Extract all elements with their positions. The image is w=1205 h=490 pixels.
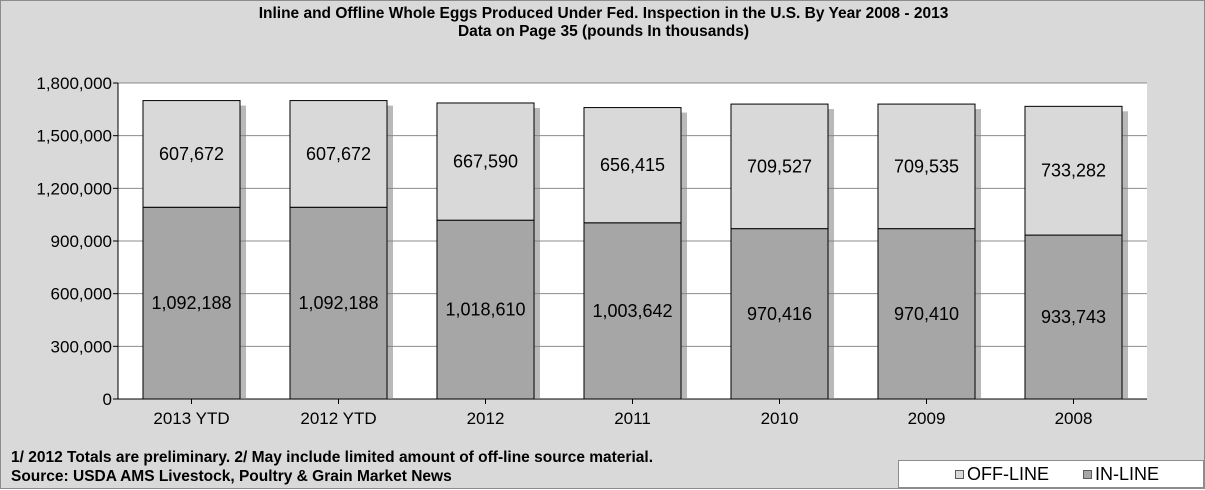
y-tick-label: 300,000 <box>51 337 112 356</box>
y-tick-label: 900,000 <box>51 232 112 251</box>
bar-off-line <box>1024 105 1123 236</box>
data-label-in-line: 1,018,610 <box>445 300 525 320</box>
data-label-off-line: 709,527 <box>747 156 812 176</box>
bar-in-line <box>730 228 829 400</box>
bar-off-line <box>289 100 388 208</box>
bar-in-line <box>1024 234 1123 400</box>
x-tick-label: 2009 <box>908 409 946 428</box>
legend-swatch-in-line <box>1083 469 1093 479</box>
y-tick-label: 1,500,000 <box>36 127 112 146</box>
bar-in-line <box>583 222 682 400</box>
legend-item-in-line: IN-LINE <box>1083 464 1159 485</box>
data-label-in-line: 1,092,188 <box>298 293 378 313</box>
data-label-in-line: 933,743 <box>1041 307 1106 327</box>
y-tick-label: 0 <box>103 390 112 409</box>
y-tick-label: 1,800,000 <box>36 74 112 93</box>
legend-swatch-off-line <box>955 469 964 479</box>
footnote-preliminary: 1/ 2012 Totals are preliminary. 2/ May i… <box>11 449 654 466</box>
data-label-off-line: 733,282 <box>1041 161 1106 181</box>
chart-legend: OFF-LINE IN-LINE <box>898 460 1204 488</box>
data-label-in-line: 970,416 <box>747 304 812 324</box>
data-label-off-line: 607,672 <box>306 144 371 164</box>
data-label-in-line: 1,092,188 <box>151 293 231 313</box>
y-tick-label: 1,200,000 <box>36 179 112 198</box>
bar-off-line <box>730 103 829 230</box>
data-label-off-line: 667,590 <box>453 152 518 172</box>
bar-in-line <box>877 228 976 400</box>
legend-label-off-line: OFF-LINE <box>967 463 1050 484</box>
data-label-off-line: 709,535 <box>894 156 959 176</box>
data-label-off-line: 656,415 <box>600 155 665 175</box>
bar-off-line <box>142 100 241 208</box>
bar-off-line <box>583 107 682 224</box>
footnote-source: Source: USDA AMS Livestock, Poultry & Gr… <box>11 468 452 485</box>
bar-in-line <box>436 219 535 400</box>
data-label-in-line: 970,410 <box>894 304 959 324</box>
x-tick-label: 2008 <box>1055 409 1093 428</box>
legend-label-in-line: IN-LINE <box>1095 463 1160 484</box>
x-tick-label: 2013 YTD <box>153 409 229 428</box>
legend-item-off-line: OFF-LINE <box>955 464 1049 485</box>
x-tick-label: 2012 <box>467 409 505 428</box>
x-tick-label: 2012 YTD <box>300 409 376 428</box>
chart-title: Inline and Offline Whole Eggs Produced U… <box>258 5 949 22</box>
bar-off-line <box>877 103 976 230</box>
data-label-in-line: 1,003,642 <box>592 301 672 321</box>
x-tick-label: 2010 <box>761 409 799 428</box>
y-tick-label: 600,000 <box>51 285 112 304</box>
chart-subtitle: Data on Page 35 (pounds In thousands) <box>457 23 750 40</box>
bar-off-line <box>436 102 535 221</box>
data-label-off-line: 607,672 <box>159 144 224 164</box>
x-tick-label: 2011 <box>614 409 651 428</box>
